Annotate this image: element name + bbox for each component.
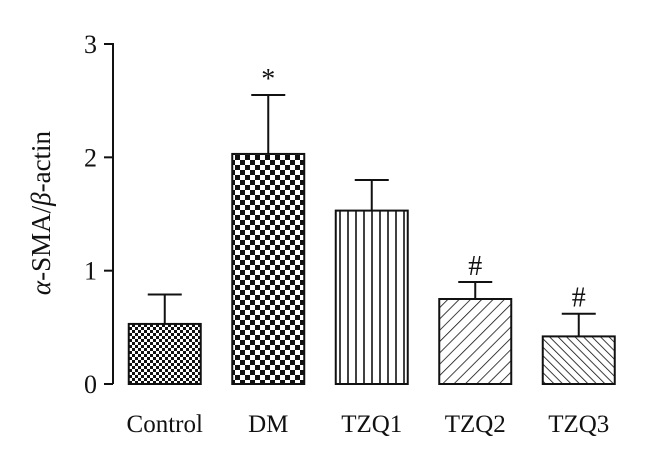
y-tick-label: 2 xyxy=(84,143,97,172)
x-tick-label: Control xyxy=(127,411,203,438)
y-axis: 0 1 2 3 xyxy=(84,30,114,399)
y-axis-label-beta: β xyxy=(26,192,56,207)
significance-marker: # xyxy=(572,283,586,314)
bar-dm xyxy=(231,152,306,385)
x-tick-label: TZQ2 xyxy=(445,411,506,438)
y-axis-label: α-SMA/β-actin xyxy=(26,130,56,295)
x-tick-label: DM xyxy=(248,411,288,438)
y-axis-label-end: -actin xyxy=(26,130,56,192)
bar-tzq2 xyxy=(438,298,513,385)
y-tick-label: 1 xyxy=(84,257,97,286)
bar-control xyxy=(127,322,202,385)
bars: Control * DM TZQ1 # TZQ2 # TZQ3 xyxy=(127,64,616,438)
x-tick-label: TZQ3 xyxy=(548,411,609,438)
bar-tzq1 xyxy=(334,209,409,385)
y-tick-label: 0 xyxy=(84,370,97,399)
y-tick-label: 3 xyxy=(84,30,97,59)
x-tick-label: TZQ1 xyxy=(341,411,402,438)
y-axis-label-mid: -SMA/ xyxy=(26,205,56,281)
significance-marker: # xyxy=(468,251,482,282)
bar-tzq3 xyxy=(541,335,616,385)
significance-marker: * xyxy=(261,64,275,95)
y-axis-label-alpha: α xyxy=(26,280,56,295)
